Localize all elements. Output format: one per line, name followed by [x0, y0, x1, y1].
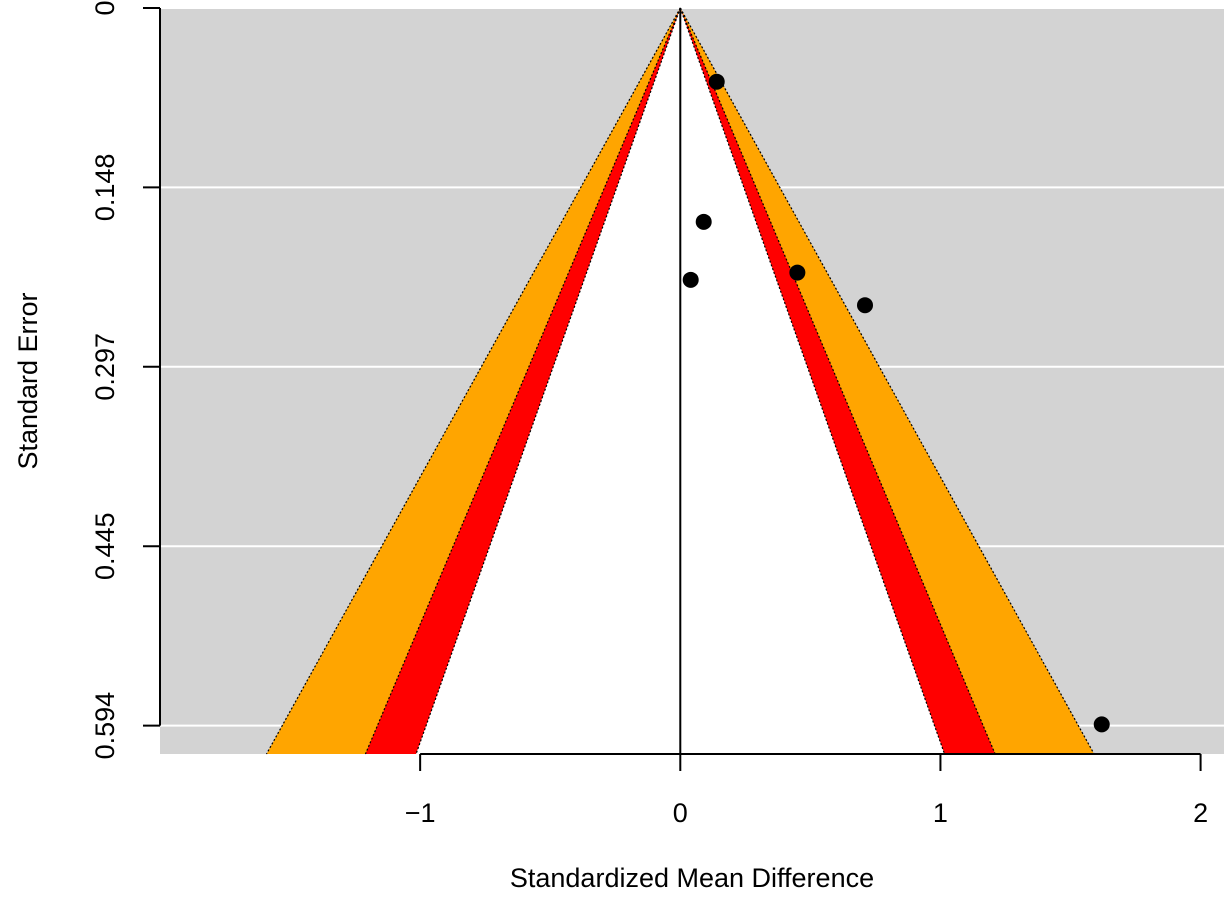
axes: −1 0 1 2 0 0.148 0.297 0.445 0.594: [90, 0, 1208, 828]
contour-boundary: [679, 7, 996, 755]
x-tick-label: −1: [405, 798, 436, 828]
y-tick-label: 0: [90, 0, 120, 15]
study-point: [856, 297, 873, 314]
contour-boundary: [364, 7, 681, 755]
study-point: [682, 271, 699, 288]
study-point: [695, 213, 712, 230]
x-tick-label: 0: [673, 798, 688, 828]
y-axis-label: Standard Error: [13, 292, 43, 469]
study-point: [789, 264, 806, 281]
study-point: [708, 73, 725, 90]
x-tick-label: 2: [1193, 798, 1208, 828]
y-tick-label: 0.148: [90, 154, 120, 222]
x-axis-label: Standardized Mean Difference: [510, 863, 874, 893]
y-tick-label: 0.594: [90, 692, 120, 760]
study-point: [1093, 716, 1110, 733]
y-tick-label: 0.297: [90, 333, 120, 401]
x-tick-label: 1: [933, 798, 948, 828]
y-tick-label: 0.445: [90, 512, 120, 580]
study-points: [682, 73, 1110, 733]
